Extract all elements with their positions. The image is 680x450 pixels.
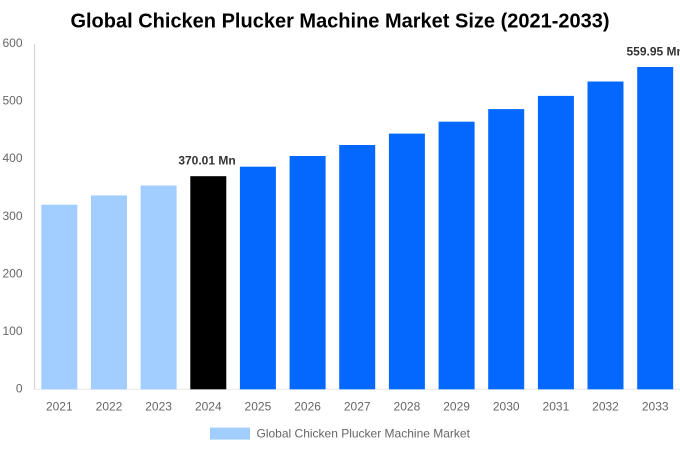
svg-text:2027: 2027 (344, 400, 371, 414)
svg-text:2030: 2030 (493, 400, 520, 414)
svg-text:300: 300 (2, 209, 22, 223)
svg-text:2021: 2021 (46, 400, 73, 414)
svg-text:2025: 2025 (245, 400, 272, 414)
svg-text:Global Chicken Plucker Machine: Global Chicken Plucker Machine Market (257, 427, 471, 441)
svg-text:600: 600 (2, 36, 22, 50)
svg-text:0: 0 (16, 381, 23, 395)
svg-text:2029: 2029 (443, 400, 470, 414)
svg-text:2023: 2023 (145, 400, 172, 414)
svg-text:2032: 2032 (592, 400, 619, 414)
svg-text:2022: 2022 (96, 400, 123, 414)
svg-text:200: 200 (2, 266, 22, 280)
svg-text:370.01 Mn: 370.01 Mn (178, 153, 235, 167)
svg-text:2031: 2031 (543, 400, 570, 414)
svg-text:2033: 2033 (642, 400, 669, 414)
svg-text:2026: 2026 (294, 400, 321, 414)
svg-text:2028: 2028 (394, 400, 421, 414)
svg-text:100: 100 (2, 324, 22, 338)
svg-text:Global Chicken Plucker Machine: Global Chicken Plucker Machine Market Si… (70, 11, 609, 33)
svg-text:400: 400 (2, 151, 22, 165)
svg-text:559.95 Mn: 559.95 Mn (627, 44, 680, 58)
svg-text:2024: 2024 (195, 400, 222, 414)
svg-text:500: 500 (2, 94, 22, 108)
